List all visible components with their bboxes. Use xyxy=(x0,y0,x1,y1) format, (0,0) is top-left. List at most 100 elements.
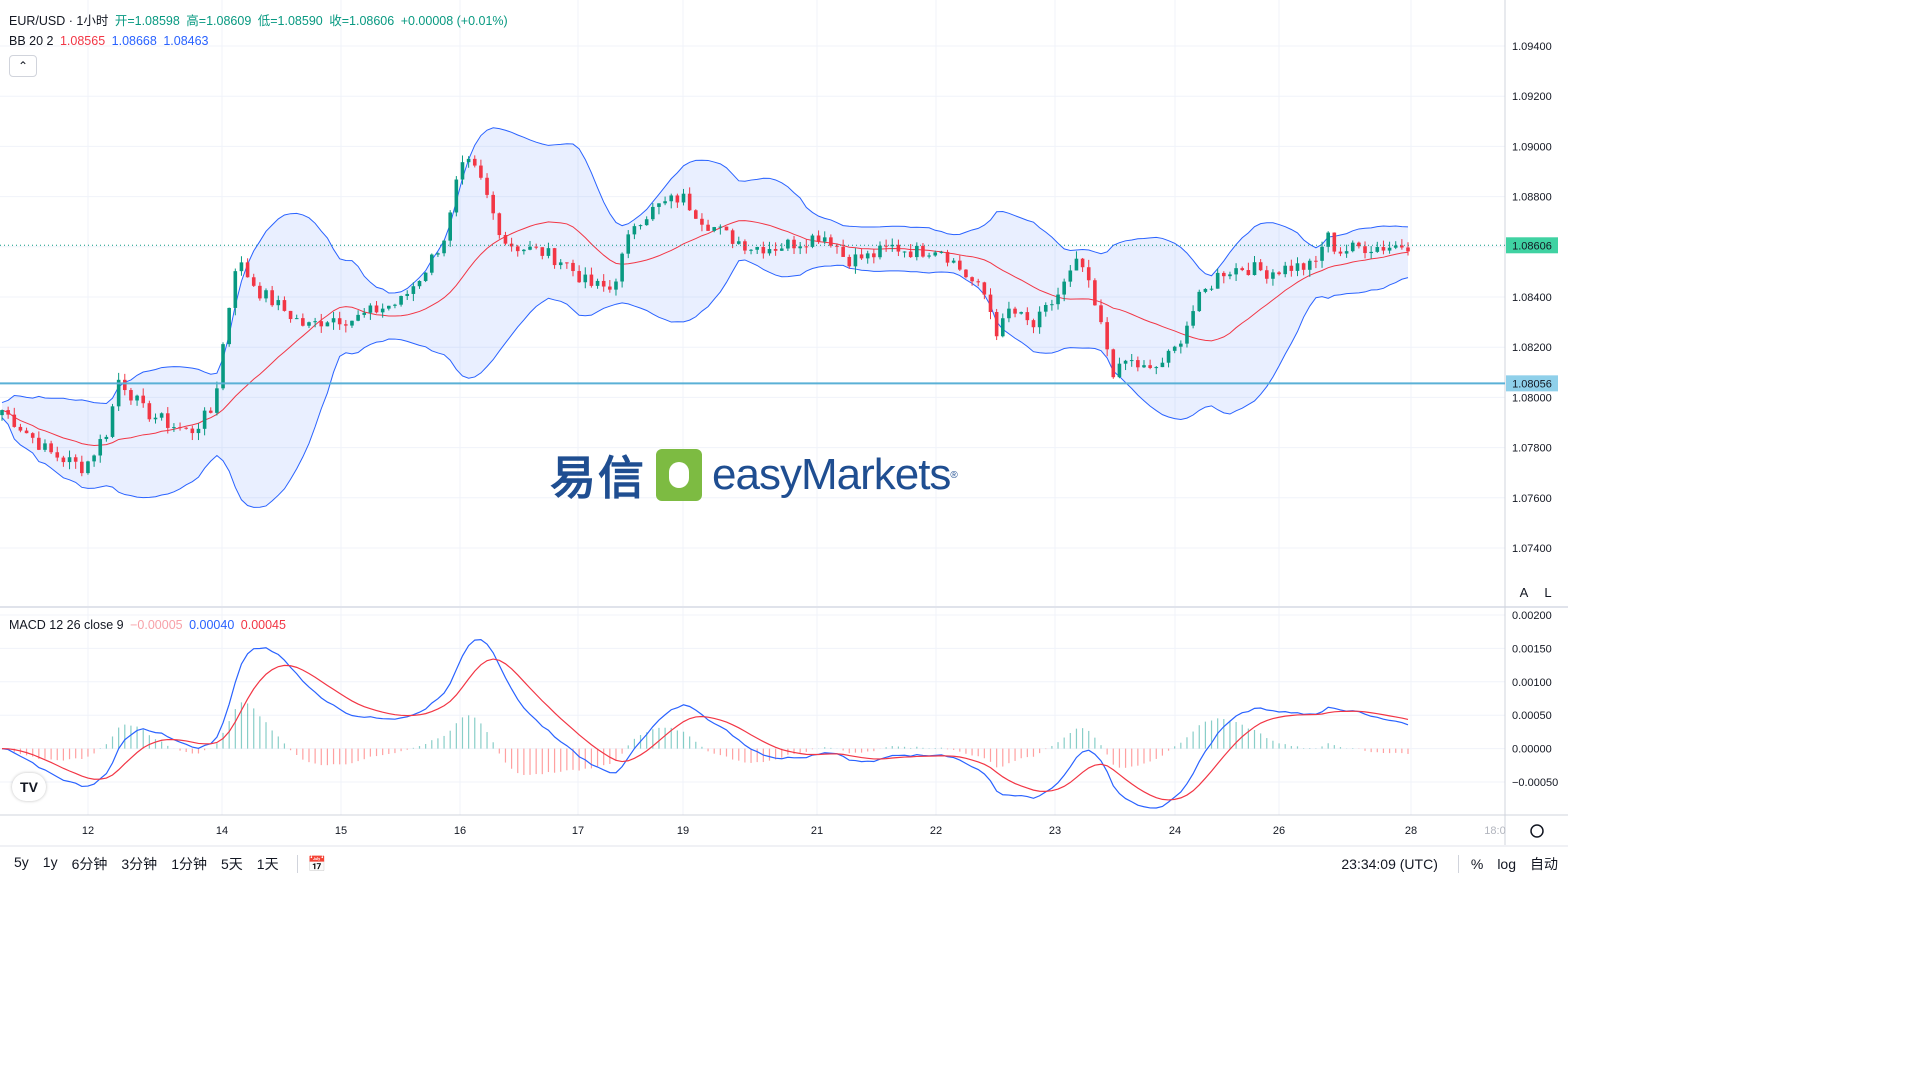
candle-body xyxy=(417,280,422,287)
candle-body xyxy=(1350,242,1355,252)
settings-gear-icon[interactable] xyxy=(1530,824,1544,838)
clock-time[interactable]: 23:34:09 (UTC) xyxy=(1341,856,1438,872)
macd-legend: MACD 12 26 close 9 −0.00005 0.00040 0.00… xyxy=(9,618,289,632)
candle-body xyxy=(227,307,231,345)
macd-tick-label: 0.00200 xyxy=(1512,610,1552,622)
candle-body xyxy=(1007,308,1011,319)
candle-body xyxy=(657,203,661,207)
high-value: 高=1.08609 xyxy=(186,14,252,28)
candle-body xyxy=(933,252,938,256)
candle-body xyxy=(215,388,219,413)
timeframe-3[interactable]: 3分钟 xyxy=(121,856,158,872)
candle-body xyxy=(350,320,354,326)
candle-body xyxy=(18,426,23,431)
candle-body xyxy=(994,311,999,337)
candle-body xyxy=(847,256,852,267)
candle-body xyxy=(1136,360,1140,368)
chart-area[interactable]: 1.094001.092001.090001.088001.086001.084… xyxy=(0,0,1568,882)
candle-body xyxy=(1123,360,1128,364)
candle-body xyxy=(141,395,146,404)
candle-body xyxy=(571,262,575,272)
hline-price-tag: 1.08056 xyxy=(1512,378,1552,390)
candle-body xyxy=(1387,247,1392,251)
candle-body xyxy=(552,248,557,266)
timeframe-2[interactable]: 6分钟 xyxy=(71,856,108,872)
macd-line xyxy=(1,639,1409,809)
candle-body xyxy=(442,240,446,254)
candle-body xyxy=(12,414,17,427)
toolbar-divider xyxy=(296,855,298,873)
candle-body xyxy=(485,177,489,195)
candle-body xyxy=(779,248,784,251)
candle-body xyxy=(319,321,324,327)
candle-body xyxy=(884,245,888,247)
candle-body xyxy=(86,461,90,474)
collapse-legend-button[interactable]: ⌃ xyxy=(9,55,37,77)
candle-body xyxy=(1357,242,1361,247)
timeframe-0[interactable]: 5y xyxy=(14,854,29,870)
time-tick-label: 21 xyxy=(811,825,823,837)
auto-scale-button[interactable]: A xyxy=(1519,584,1529,600)
calendar-icon[interactable]: 📅 xyxy=(307,856,327,873)
candle-body xyxy=(908,251,913,258)
candle-body xyxy=(264,290,268,299)
low-value: 低=1.08590 xyxy=(257,14,323,28)
macd-label[interactable]: MACD 12 26 close 9 xyxy=(9,618,124,632)
candle-body xyxy=(681,193,686,203)
candle-body xyxy=(184,427,188,429)
current-price-tag: 1.08606 xyxy=(1512,240,1552,252)
time-tick-label: 24 xyxy=(1169,825,1181,837)
candle-body xyxy=(577,271,581,283)
candle-body xyxy=(202,410,207,429)
price-tick-label: 1.09200 xyxy=(1512,91,1552,103)
time-tick-label: 16 xyxy=(454,825,466,837)
candle-body xyxy=(1062,281,1066,295)
candle-body xyxy=(399,296,403,305)
candle-body xyxy=(344,324,348,326)
timeframe-5[interactable]: 5天 xyxy=(220,856,243,872)
percent-toggle[interactable]: % xyxy=(1470,856,1484,872)
candle-body xyxy=(988,294,993,312)
candle-body xyxy=(313,321,317,323)
log-toggle[interactable]: log xyxy=(1497,856,1516,872)
auto-toggle[interactable]: 自动 xyxy=(1530,856,1558,872)
timeframe-6[interactable]: 1天 xyxy=(256,856,279,872)
candle-body xyxy=(528,246,532,250)
candle-body xyxy=(964,269,968,278)
candle-body xyxy=(1105,322,1109,350)
candle-body xyxy=(1326,232,1330,247)
candle-body xyxy=(239,262,244,272)
candle-body xyxy=(1301,263,1306,270)
log-scale-button[interactable]: L xyxy=(1544,584,1552,600)
candle-body xyxy=(1172,346,1177,351)
candle-body xyxy=(509,243,514,247)
candle-body xyxy=(221,344,225,389)
candle-body xyxy=(135,395,139,401)
candle-body xyxy=(380,308,385,313)
symbol-title[interactable]: EUR/USD · 1小时 xyxy=(9,14,109,28)
candle-body xyxy=(976,281,981,283)
candle-body xyxy=(902,251,907,253)
candle-body xyxy=(718,226,723,228)
candle-body xyxy=(841,246,845,257)
time-tick-label: 12 xyxy=(82,825,94,837)
candle-body xyxy=(356,314,360,321)
candle-body xyxy=(614,281,618,290)
candle-body xyxy=(1099,305,1103,323)
bb-label[interactable]: BB 20 2 xyxy=(9,34,54,48)
tradingview-logo-icon[interactable]: TV xyxy=(12,773,46,801)
candle-body xyxy=(749,249,753,251)
timeframe-1[interactable]: 1y xyxy=(42,854,58,870)
bottom-toolbar: 5y 1y 6分钟 3分钟 1分钟 5天 1天 📅 23:34:09 (UTC) % log… xyxy=(0,846,1568,882)
price-tick-label: 1.07400 xyxy=(1512,543,1552,555)
candle-body xyxy=(429,254,434,273)
macd-tick-label: 0.00100 xyxy=(1512,677,1552,689)
candle-body xyxy=(534,246,538,248)
price-tick-label: 1.08200 xyxy=(1512,342,1552,354)
candle-body xyxy=(301,318,305,326)
time-tick-label: 15 xyxy=(335,825,347,837)
time-tick-label: 19 xyxy=(677,825,689,837)
candle-body xyxy=(736,241,741,244)
timeframe-4[interactable]: 1分钟 xyxy=(171,856,207,872)
candle-body xyxy=(466,158,471,163)
